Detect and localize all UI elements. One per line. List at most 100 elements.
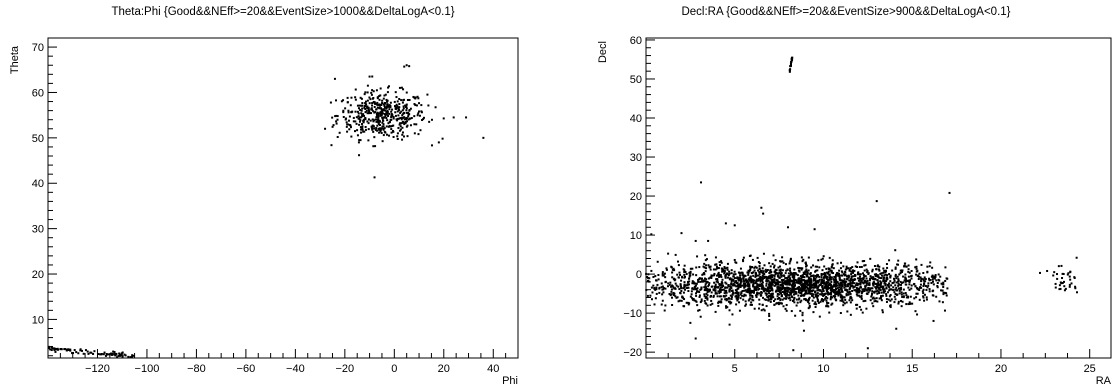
- scatter-point: [374, 102, 377, 105]
- scatter-point: [655, 279, 658, 282]
- scatter-point: [112, 350, 115, 353]
- scatter-point: [900, 271, 903, 274]
- scatter-point: [359, 96, 362, 99]
- scatter-point: [110, 353, 113, 356]
- scatter-point: [808, 292, 811, 295]
- scatter-point: [920, 277, 923, 280]
- scatter-point: [401, 114, 404, 117]
- scatter-point: [827, 281, 830, 284]
- scatter-point: [841, 271, 844, 274]
- scatter-point: [717, 286, 720, 289]
- scatter-point: [875, 200, 878, 203]
- scatter-point: [827, 291, 830, 294]
- scatter-point: [371, 124, 374, 127]
- scatter-point: [821, 288, 824, 291]
- scatter-point: [127, 355, 130, 358]
- scatter-point: [841, 290, 844, 293]
- scatter-point: [804, 261, 807, 264]
- scatter-point: [756, 256, 759, 259]
- scatter-point: [861, 260, 864, 263]
- scatter-point: [850, 297, 853, 300]
- scatter-point: [767, 296, 770, 299]
- scatter-point: [904, 273, 907, 276]
- scatter-point: [788, 294, 791, 297]
- scatter-point: [708, 282, 711, 285]
- scatter-point: [683, 269, 686, 272]
- scatter-point: [770, 271, 773, 274]
- scatter-point: [761, 296, 764, 299]
- scatter-point: [779, 268, 782, 271]
- scatter-point: [803, 272, 806, 275]
- scatter-point: [873, 278, 876, 281]
- scatter-point: [742, 282, 745, 285]
- scatter-point: [406, 111, 409, 114]
- scatter-point: [883, 269, 886, 272]
- scatter-point: [694, 299, 697, 302]
- scatter-point: [782, 305, 785, 308]
- scatter-point: [934, 274, 937, 277]
- scatter-point: [754, 271, 757, 274]
- scatter-point: [99, 353, 102, 356]
- scatter-point: [380, 131, 383, 134]
- scatter-point: [390, 131, 393, 134]
- scatter-point: [792, 298, 795, 301]
- scatter-point: [807, 289, 810, 292]
- scatter-point: [358, 116, 361, 119]
- scatter-point: [406, 117, 409, 120]
- scatter-point: [878, 269, 881, 272]
- scatter-point: [824, 283, 827, 286]
- scatter-point: [896, 275, 899, 278]
- scatter-point: [802, 271, 805, 274]
- scatter-point: [760, 271, 763, 274]
- scatter-point: [889, 288, 892, 291]
- scatter-point: [390, 110, 393, 113]
- scatter-point: [939, 275, 942, 278]
- scatter-point: [801, 267, 804, 270]
- scatter-point: [395, 106, 398, 109]
- scatter-point: [716, 278, 719, 281]
- scatter-point: [1046, 269, 1049, 272]
- scatter-point: [384, 113, 387, 116]
- scatter-point: [755, 288, 758, 291]
- scatter-point: [704, 287, 707, 290]
- scatter-point: [790, 295, 793, 298]
- scatter-point: [854, 278, 857, 281]
- scatter-point: [798, 297, 801, 300]
- scatter-point: [816, 289, 819, 292]
- scatter-point: [696, 287, 699, 290]
- scatter-point: [931, 274, 934, 277]
- scatter-point: [661, 271, 664, 274]
- scatter-point: [821, 298, 824, 301]
- scatter-point: [714, 256, 717, 259]
- scatter-point: [886, 291, 889, 294]
- scatter-point: [882, 271, 885, 274]
- scatter-point: [940, 289, 943, 292]
- scatter-point: [843, 274, 846, 277]
- scatter-point: [668, 283, 671, 286]
- scatter-point: [808, 291, 811, 294]
- scatter-point: [812, 279, 815, 282]
- scatter-point: [844, 271, 847, 274]
- scatter-point: [1052, 274, 1055, 277]
- scatter-point: [732, 279, 735, 282]
- scatter-point: [808, 296, 811, 299]
- scatter-point: [908, 283, 911, 286]
- scatter-point: [847, 291, 850, 294]
- scatter-point: [877, 286, 880, 289]
- scatter-point: [863, 275, 866, 278]
- x-tick-label: −120: [85, 363, 110, 375]
- scatter-point: [405, 91, 408, 94]
- scatter-point: [780, 292, 783, 295]
- scatter-point: [919, 276, 922, 279]
- scatter-point: [678, 288, 681, 291]
- scatter-point: [775, 271, 778, 274]
- scatter-point: [400, 86, 403, 89]
- scatter-point: [822, 273, 825, 276]
- scatter-point: [844, 298, 847, 301]
- scatter-point: [907, 264, 910, 267]
- scatter-point: [942, 291, 945, 294]
- x-tick-label: 40: [487, 363, 499, 375]
- scatter-point: [679, 273, 682, 276]
- scatter-point: [373, 105, 376, 108]
- scatter-point: [745, 279, 748, 282]
